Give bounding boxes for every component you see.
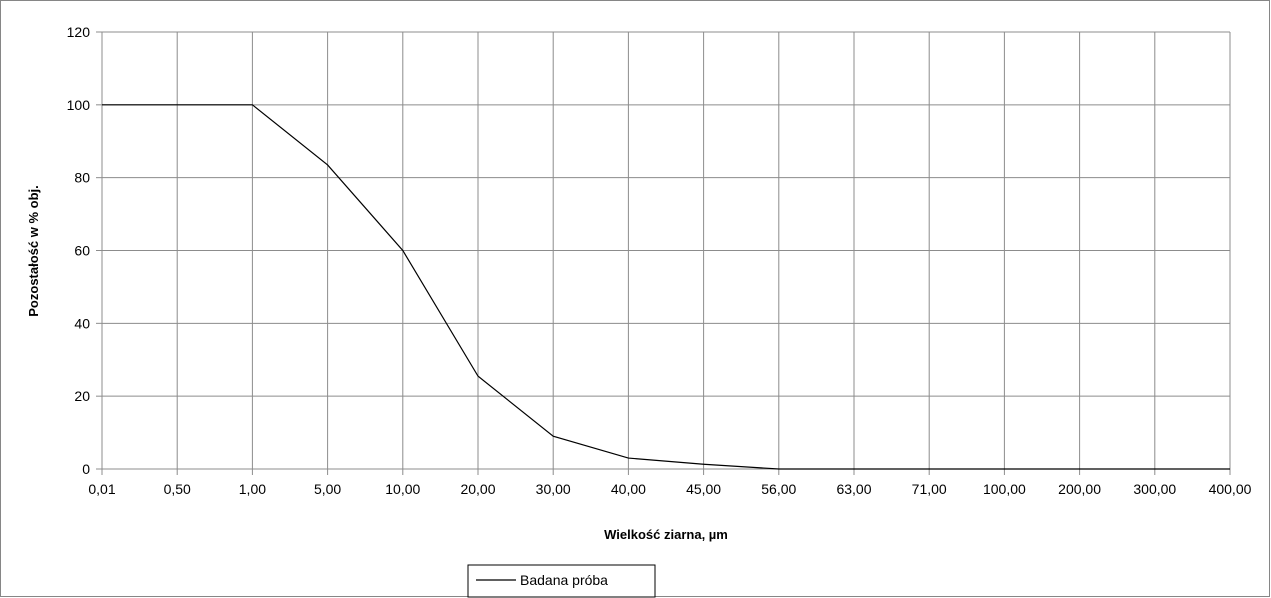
x-tick-label: 300,00 <box>1133 481 1176 497</box>
axes <box>96 31 1231 475</box>
x-tick-labels: 0,01 0,50 1,00 5,00 10,00 20,00 30,00 40,00 45,0… <box>88 481 1251 497</box>
x-tick-label: 5,00 <box>314 481 341 497</box>
y-axis-title: Pozostałość w % obj. <box>26 185 41 316</box>
series <box>102 104 1230 470</box>
x-tick-label: 0,01 <box>88 481 115 497</box>
x-tick-label: 400,00 <box>1209 481 1252 497</box>
y-tick-label: 80 <box>74 170 90 186</box>
y-tick-label: 40 <box>74 315 90 331</box>
y-tick-label: 20 <box>74 388 90 404</box>
series-line <box>102 104 1230 470</box>
x-tick-label: 56,00 <box>761 481 796 497</box>
grid <box>102 31 1231 469</box>
legend-label: Badana próba <box>520 572 608 588</box>
x-tick-label: 200,00 <box>1058 481 1101 497</box>
y-tick-label: 120 <box>67 24 91 40</box>
y-tick-label: 60 <box>74 243 90 259</box>
x-axis-title: Wielkość ziarna, µm <box>604 527 728 542</box>
x-tick-label: 100,00 <box>983 481 1026 497</box>
x-tick-label: 71,00 <box>912 481 947 497</box>
legend: Badana próba <box>467 564 656 598</box>
x-tick-label: 45,00 <box>686 481 721 497</box>
x-tick-label: 10,00 <box>385 481 420 497</box>
x-tick-label: 20,00 <box>460 481 495 497</box>
x-tick-label: 0,50 <box>164 481 191 497</box>
legend-box <box>467 564 656 598</box>
y-tick-label: 0 <box>82 461 90 477</box>
x-tick-label: 40,00 <box>611 481 646 497</box>
y-tick-labels: 0 20 40 60 80 100 120 <box>67 24 91 477</box>
x-tick-label: 63,00 <box>836 481 871 497</box>
x-tick-label: 1,00 <box>239 481 266 497</box>
y-tick-label: 100 <box>67 97 91 113</box>
x-tick-label: 30,00 <box>536 481 571 497</box>
